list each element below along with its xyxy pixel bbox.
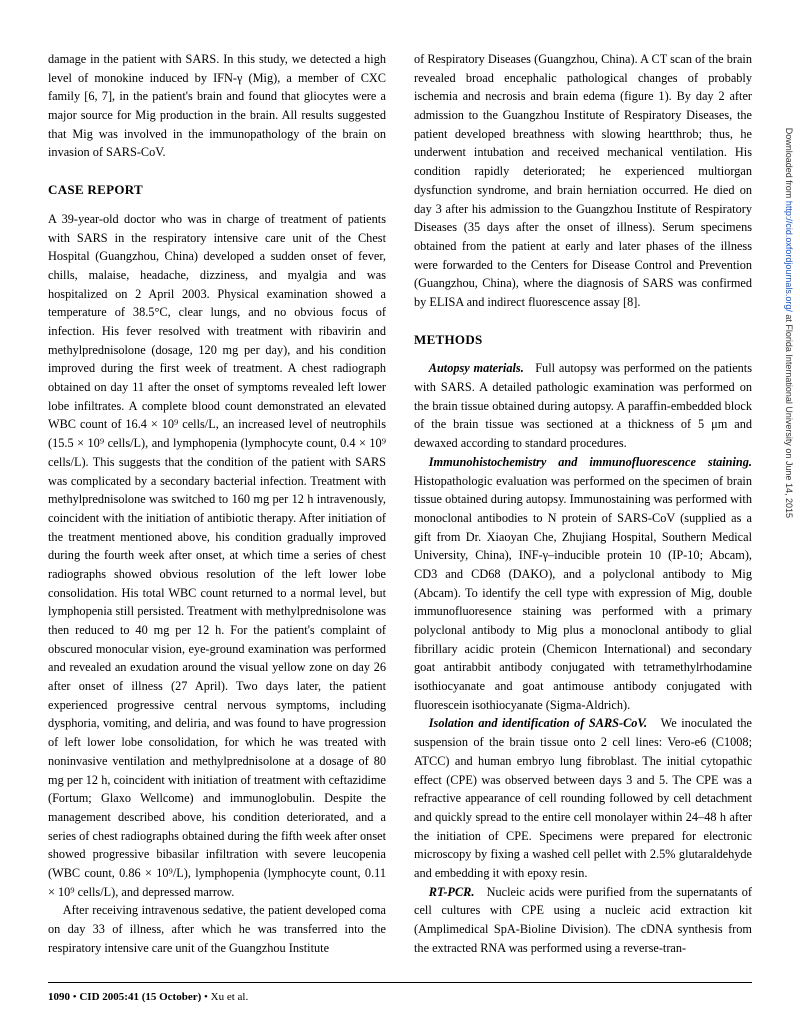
methods-heading: METHODS — [414, 330, 752, 350]
isolation-text: We inoculated the suspension of the brai… — [414, 716, 752, 880]
sidetext-prefix: Downloaded from — [784, 128, 794, 201]
footer-bullet-2: • — [204, 991, 211, 1003]
page-number: 1090 — [48, 991, 70, 1003]
case-report-heading: CASE REPORT — [48, 180, 386, 200]
methods-autopsy: Autopsy materials. Full autopsy was perf… — [414, 359, 752, 452]
methods-isolation: Isolation and identification of SARS-CoV… — [414, 714, 752, 882]
immuno-text: Histopathologic evaluation was performed… — [414, 474, 752, 712]
download-attribution: Downloaded from http://cid.oxfordjournal… — [781, 128, 795, 518]
methods-immuno: Immunohistochemistry and immunofluoresce… — [414, 453, 752, 715]
methods-rtpcr: RT-PCR. Nucleic acids were purified from… — [414, 883, 752, 958]
sidetext-suffix: at Florida International University on J… — [784, 312, 794, 518]
rtpcr-run-in: RT-PCR. — [429, 885, 475, 899]
case-paragraph-2: After receiving intravenous sedative, th… — [48, 901, 386, 957]
autopsy-run-in: Autopsy materials. — [429, 361, 524, 375]
sidetext-link[interactable]: http://cid.oxfordjournals.org/ — [784, 201, 794, 312]
isolation-run-in: Isolation and identification of SARS-CoV… — [429, 716, 647, 730]
immuno-run-in: Immunohistochemistry and immunofluoresce… — [429, 455, 752, 469]
case-paragraph-1: A 39-year-old doctor who was in charge o… — [48, 210, 386, 901]
footer-journal: CID 2005:41 (15 October) — [79, 991, 201, 1003]
footer-authors: Xu et al. — [211, 991, 249, 1003]
page-footer: 1090 • CID 2005:41 (15 October) • Xu et … — [48, 982, 752, 1006]
col2-continuation: of Respiratory Diseases (Guangzhou, Chin… — [414, 50, 752, 312]
two-column-body: damage in the patient with SARS. In this… — [48, 50, 752, 970]
intro-paragraph: damage in the patient with SARS. In this… — [48, 50, 386, 162]
